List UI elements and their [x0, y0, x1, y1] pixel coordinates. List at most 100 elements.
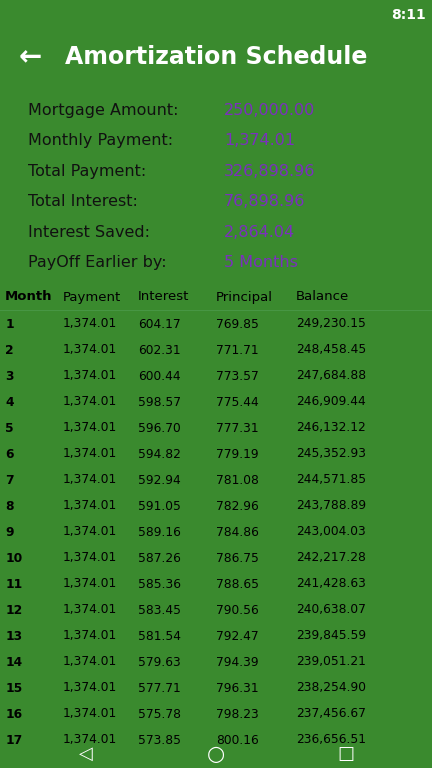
Text: 786.75: 786.75 — [216, 551, 259, 564]
Text: Principal: Principal — [216, 290, 273, 303]
Text: 596.70: 596.70 — [138, 422, 181, 435]
Text: 7: 7 — [5, 474, 14, 486]
Text: □: □ — [337, 745, 354, 763]
Text: 249,230.15: 249,230.15 — [296, 317, 366, 330]
Text: 1,374.01: 1,374.01 — [63, 578, 117, 591]
Text: 790.56: 790.56 — [216, 604, 259, 617]
Text: 784.86: 784.86 — [216, 525, 259, 538]
Text: 587.26: 587.26 — [138, 551, 181, 564]
Text: 1,374.01: 1,374.01 — [63, 707, 117, 720]
Text: 239,845.59: 239,845.59 — [296, 630, 366, 643]
Text: 76,898.96: 76,898.96 — [224, 194, 305, 210]
Text: 600.44: 600.44 — [138, 369, 181, 382]
Text: 1,374.01: 1,374.01 — [63, 551, 117, 564]
Text: 775.44: 775.44 — [216, 396, 259, 409]
Text: 592.94: 592.94 — [138, 474, 181, 486]
Text: ◁: ◁ — [79, 745, 93, 763]
Text: Total Interest:: Total Interest: — [28, 194, 138, 210]
Text: 1,374.01: 1,374.01 — [63, 604, 117, 617]
Text: 242,217.28: 242,217.28 — [296, 551, 366, 564]
Text: Interest: Interest — [138, 290, 190, 303]
Text: 771.71: 771.71 — [216, 343, 259, 356]
Text: 5: 5 — [5, 422, 14, 435]
Text: 781.08: 781.08 — [216, 474, 259, 486]
Text: 250,000.00: 250,000.00 — [224, 103, 315, 118]
Text: 244,571.85: 244,571.85 — [296, 474, 366, 486]
Text: 239,051.21: 239,051.21 — [296, 656, 366, 668]
Text: 1,374.01: 1,374.01 — [63, 630, 117, 643]
Text: 5 Months: 5 Months — [224, 255, 298, 270]
Text: 1,374.01: 1,374.01 — [63, 474, 117, 486]
Text: 246,132.12: 246,132.12 — [296, 422, 365, 435]
Text: 326,898.96: 326,898.96 — [224, 164, 316, 179]
Text: 1,374.01: 1,374.01 — [63, 656, 117, 668]
Text: 800.16: 800.16 — [216, 733, 259, 746]
Text: 247,684.88: 247,684.88 — [296, 369, 366, 382]
Text: 245,352.93: 245,352.93 — [296, 448, 366, 461]
Text: 1,374.01: 1,374.01 — [63, 499, 117, 512]
Text: ←: ← — [19, 44, 41, 71]
Text: 1,374.01: 1,374.01 — [224, 134, 295, 148]
Text: 604.17: 604.17 — [138, 317, 181, 330]
Text: Interest Saved:: Interest Saved: — [28, 225, 150, 240]
Text: 579.63: 579.63 — [138, 656, 181, 668]
Text: 577.71: 577.71 — [138, 681, 181, 694]
Text: 2,864.04: 2,864.04 — [224, 225, 295, 240]
Text: 238,254.90: 238,254.90 — [296, 681, 366, 694]
Text: 1,374.01: 1,374.01 — [63, 448, 117, 461]
Text: 15: 15 — [5, 681, 22, 694]
Text: 575.78: 575.78 — [138, 707, 181, 720]
Text: 12: 12 — [5, 604, 22, 617]
Text: 1: 1 — [5, 317, 14, 330]
Text: 8: 8 — [5, 499, 14, 512]
Text: 1,374.01: 1,374.01 — [63, 343, 117, 356]
Text: 792.47: 792.47 — [216, 630, 259, 643]
Text: 1,374.01: 1,374.01 — [63, 317, 117, 330]
Text: 14: 14 — [5, 656, 22, 668]
Text: 1,374.01: 1,374.01 — [63, 733, 117, 746]
Text: 16: 16 — [5, 707, 22, 720]
Text: 3: 3 — [5, 369, 14, 382]
Text: 4: 4 — [5, 396, 14, 409]
Text: 794.39: 794.39 — [216, 656, 259, 668]
Text: 236,656.51: 236,656.51 — [296, 733, 366, 746]
Text: Total Payment:: Total Payment: — [28, 164, 146, 179]
Text: 241,428.63: 241,428.63 — [296, 578, 366, 591]
Text: 9: 9 — [5, 525, 14, 538]
Text: 17: 17 — [5, 733, 22, 746]
Text: 13: 13 — [5, 630, 22, 643]
Text: Mortgage Amount:: Mortgage Amount: — [28, 103, 178, 118]
Text: 769.85: 769.85 — [216, 317, 259, 330]
Text: 1,374.01: 1,374.01 — [63, 681, 117, 694]
Text: 788.65: 788.65 — [216, 578, 259, 591]
Text: Month: Month — [5, 290, 53, 303]
Text: 581.54: 581.54 — [138, 630, 181, 643]
Text: 796.31: 796.31 — [216, 681, 259, 694]
Text: 777.31: 777.31 — [216, 422, 259, 435]
Text: 246,909.44: 246,909.44 — [296, 396, 365, 409]
Text: 6: 6 — [5, 448, 14, 461]
Text: 773.57: 773.57 — [216, 369, 259, 382]
Text: 237,456.67: 237,456.67 — [296, 707, 366, 720]
Text: 8:11: 8:11 — [391, 8, 426, 22]
Text: 11: 11 — [5, 578, 22, 591]
Text: 1,374.01: 1,374.01 — [63, 396, 117, 409]
Text: 585.36: 585.36 — [138, 578, 181, 591]
Text: 583.45: 583.45 — [138, 604, 181, 617]
Text: 10: 10 — [5, 551, 22, 564]
Text: 594.82: 594.82 — [138, 448, 181, 461]
Text: 243,788.89: 243,788.89 — [296, 499, 366, 512]
Text: 1,374.01: 1,374.01 — [63, 369, 117, 382]
Text: Payment: Payment — [63, 290, 121, 303]
Text: 589.16: 589.16 — [138, 525, 181, 538]
Text: 591.05: 591.05 — [138, 499, 181, 512]
Text: 779.19: 779.19 — [216, 448, 259, 461]
Text: 243,004.03: 243,004.03 — [296, 525, 365, 538]
Text: PayOff Earlier by:: PayOff Earlier by: — [28, 255, 167, 270]
Text: 573.85: 573.85 — [138, 733, 181, 746]
Text: 240,638.07: 240,638.07 — [296, 604, 366, 617]
Text: 798.23: 798.23 — [216, 707, 259, 720]
Text: 2: 2 — [5, 343, 14, 356]
Text: Balance: Balance — [296, 290, 349, 303]
Text: Amortization Schedule: Amortization Schedule — [65, 45, 367, 69]
